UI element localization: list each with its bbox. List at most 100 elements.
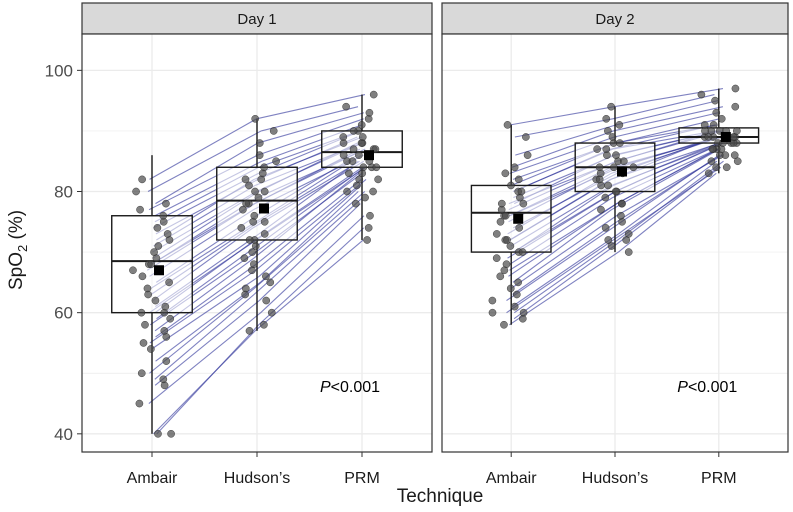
pair-line — [253, 191, 366, 289]
data-point — [707, 157, 716, 166]
data-point — [506, 242, 515, 250]
data-point — [361, 193, 369, 202]
data-point — [250, 260, 258, 269]
pair-line — [613, 87, 724, 108]
data-point — [143, 284, 152, 293]
pair-line — [257, 112, 365, 144]
data-point — [147, 260, 156, 269]
mean-marker — [513, 213, 524, 224]
data-point — [348, 157, 357, 166]
box-iqr — [216, 166, 298, 241]
data-point — [137, 308, 146, 317]
data-point — [260, 187, 269, 196]
data-point — [488, 308, 497, 317]
data-point — [519, 199, 528, 208]
pair-line — [259, 191, 359, 283]
data-point — [240, 254, 249, 262]
data-point — [721, 151, 730, 159]
panel-2: Day 2 P<0.001 Ambair Hudson’s PRM — [441, 2, 789, 487]
data-point — [262, 272, 270, 281]
data-point — [162, 199, 170, 208]
data-point — [245, 181, 253, 190]
data-point — [629, 163, 638, 172]
data-point — [610, 163, 618, 172]
data-point — [135, 399, 144, 408]
pair-line — [506, 239, 614, 314]
p-value-text: <0.001 — [331, 379, 380, 396]
mean-markers — [513, 131, 731, 224]
mean-marker — [259, 203, 269, 214]
data-point — [366, 211, 374, 220]
p-value-annotation: P<0.001 — [320, 379, 380, 396]
data-point — [355, 151, 363, 159]
data-point — [374, 175, 382, 184]
data-point — [624, 230, 633, 238]
data-point — [500, 320, 508, 329]
box-Ambair — [470, 124, 552, 325]
box-iqr — [470, 184, 552, 253]
p-value-italic: P — [320, 379, 331, 396]
data-point — [154, 430, 162, 438]
data-point — [137, 369, 146, 378]
data-point — [251, 115, 259, 123]
pair-line — [154, 294, 255, 380]
x-tick-label: Hudson’s — [582, 470, 648, 487]
data-point — [731, 102, 740, 111]
data-point — [501, 211, 510, 220]
pair-line — [512, 209, 612, 283]
pair-line — [511, 130, 614, 168]
x-axis-title: Technique — [397, 486, 484, 507]
data-point — [266, 278, 275, 287]
data-point — [339, 151, 348, 159]
data-point — [597, 205, 605, 214]
data-point — [602, 145, 611, 153]
pair-line — [510, 215, 617, 289]
data-point — [150, 248, 158, 256]
pair-line — [510, 106, 615, 126]
x-tick-label: PRM — [344, 470, 380, 487]
pair-line — [611, 148, 720, 211]
y-tick-label: 40 — [54, 425, 73, 444]
pair-line — [509, 197, 613, 265]
data-point — [254, 193, 263, 202]
data-point — [697, 90, 706, 99]
data-point — [159, 375, 168, 384]
data-point — [262, 296, 271, 305]
data-point — [260, 163, 268, 172]
data-point — [733, 127, 741, 135]
y-axis-ticks: 40 60 80 100 — [45, 61, 82, 444]
panel-strip-label: Day 2 — [595, 11, 634, 28]
pair-line — [508, 203, 617, 277]
data-point — [342, 102, 350, 111]
data-point — [241, 284, 250, 293]
panel-strip — [81, 2, 433, 35]
data-point — [260, 230, 269, 238]
data-point — [624, 248, 633, 256]
data-point — [708, 145, 717, 153]
data-point — [616, 139, 624, 147]
mean-marker — [154, 265, 164, 276]
data-point — [349, 127, 358, 135]
data-point — [357, 121, 366, 129]
data-point — [369, 90, 378, 99]
data-point — [345, 169, 353, 178]
data-point — [514, 175, 523, 184]
data-point — [704, 133, 713, 141]
y-tick-label: 80 — [54, 183, 73, 202]
data-point — [365, 108, 374, 117]
mean-markers — [154, 150, 374, 276]
mean-marker — [720, 131, 731, 142]
data-point — [730, 151, 739, 159]
data-point — [604, 181, 612, 190]
p-value-italic: P — [677, 379, 688, 396]
data-point — [502, 260, 511, 269]
data-point — [167, 430, 175, 438]
p-value-annotation: P<0.001 — [677, 379, 737, 396]
data-point — [722, 163, 731, 172]
data-point — [359, 163, 368, 172]
data-point — [242, 199, 250, 208]
data-point — [717, 115, 726, 123]
data-point — [166, 314, 175, 323]
data-point — [355, 175, 364, 184]
